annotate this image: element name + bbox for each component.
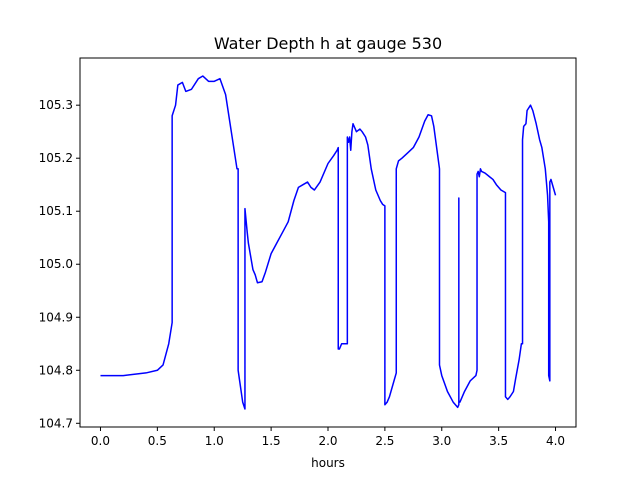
chart-title: Water Depth h at gauge 530 xyxy=(214,34,442,53)
y-tick-label: 105.2 xyxy=(39,151,73,165)
x-tick-label: 0.5 xyxy=(148,434,167,448)
y-tick-label: 105.3 xyxy=(39,98,73,112)
series-line-0 xyxy=(100,75,557,410)
y-tick-label: 104.7 xyxy=(39,416,73,430)
x-tick-label: 3.5 xyxy=(489,434,508,448)
y-tick-label: 104.8 xyxy=(39,363,73,377)
x-axis-label: hours xyxy=(311,456,345,470)
x-tick-label: 1.0 xyxy=(205,434,224,448)
x-tick-label: 3.0 xyxy=(432,434,451,448)
y-tick-label: 104.9 xyxy=(39,310,73,324)
x-tick-label: 2.0 xyxy=(318,434,337,448)
y-tick-label: 105.1 xyxy=(39,204,73,218)
x-tick-label: 2.5 xyxy=(375,434,394,448)
x-tick-label: 0.0 xyxy=(91,434,110,448)
x-tick-label: 4.0 xyxy=(546,434,565,448)
y-tick-label: 105.0 xyxy=(39,257,73,271)
x-tick-label: 1.5 xyxy=(262,434,281,448)
x-axis: 0.0 0.5 1.0 1.5 2.0 2.5 3.0 3.5 4.0 xyxy=(91,427,565,448)
y-axis: 104.7 104.8 104.9 105.0 105.1 105.2 105.3 xyxy=(39,98,80,430)
plot-layer xyxy=(100,75,557,410)
